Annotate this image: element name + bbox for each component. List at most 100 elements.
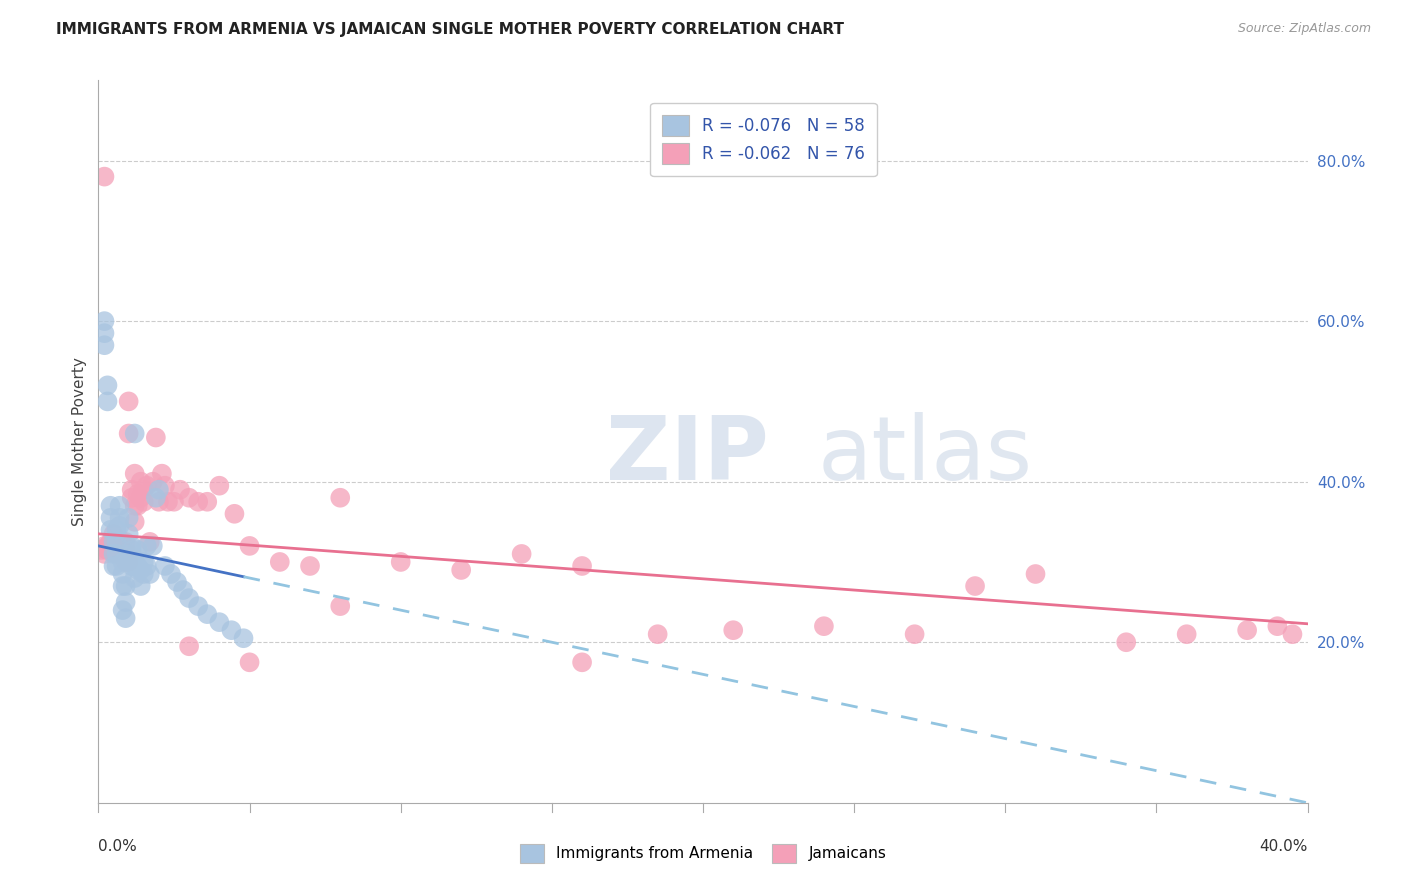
Point [127, 499, 149, 513]
Point [105, 547, 128, 561]
Point [187, 494, 209, 508]
Point [111, 542, 134, 557]
Point [135, 539, 157, 553]
Point [145, 491, 167, 505]
Point [179, 639, 201, 653]
Point [142, 475, 165, 489]
Point [571, 558, 593, 574]
Point [208, 615, 231, 630]
Point [329, 491, 352, 505]
Point [103, 539, 125, 553]
Point [124, 426, 146, 441]
Point [224, 507, 246, 521]
Point [103, 542, 125, 557]
Point [129, 491, 152, 505]
Point [96, 542, 118, 557]
Point [105, 523, 128, 537]
Point [1115, 635, 1137, 649]
Point [813, 619, 835, 633]
Point [103, 547, 125, 561]
Point [965, 579, 987, 593]
Y-axis label: Single Mother Poverty: Single Mother Poverty [72, 357, 87, 526]
Point [389, 555, 412, 569]
Point [232, 632, 254, 646]
Point [124, 515, 146, 529]
Point [100, 534, 122, 549]
Point [103, 526, 125, 541]
Point [121, 483, 143, 497]
Point [111, 579, 134, 593]
Point [150, 467, 173, 481]
Point [904, 627, 927, 641]
Point [111, 555, 134, 569]
Point [1175, 627, 1198, 641]
Point [114, 534, 136, 549]
Point [153, 478, 176, 492]
Point [100, 510, 122, 524]
Point [145, 430, 167, 444]
Point [132, 555, 155, 569]
Text: 0.0%: 0.0% [98, 838, 138, 854]
Point [132, 567, 155, 582]
Point [108, 542, 131, 557]
Point [118, 426, 141, 441]
Point [105, 558, 128, 574]
Point [111, 547, 134, 561]
Point [163, 494, 186, 508]
Point [156, 494, 179, 508]
Point [153, 558, 176, 574]
Point [103, 534, 125, 549]
Point [1281, 627, 1303, 641]
Point [114, 542, 136, 557]
Point [124, 467, 146, 481]
Point [195, 494, 218, 508]
Point [96, 542, 118, 557]
Point [148, 483, 170, 497]
Point [239, 655, 262, 669]
Point [135, 478, 157, 492]
Point [1236, 623, 1258, 637]
Point [139, 567, 162, 582]
Point [132, 494, 155, 508]
Text: 40.0%: 40.0% [1260, 838, 1308, 854]
Point [135, 558, 157, 574]
Point [121, 558, 143, 574]
Point [121, 539, 143, 553]
Point [124, 555, 146, 569]
Point [93, 169, 115, 184]
Point [148, 494, 170, 508]
Point [166, 574, 188, 589]
Point [96, 394, 118, 409]
Text: Source: ZipAtlas.com: Source: ZipAtlas.com [1237, 22, 1371, 36]
Point [127, 542, 149, 557]
Point [96, 539, 118, 553]
Point [179, 591, 201, 605]
Point [127, 558, 149, 574]
Point [160, 567, 183, 582]
Point [208, 478, 231, 492]
Point [139, 534, 162, 549]
Point [100, 542, 122, 557]
Point [1267, 619, 1289, 633]
Point [105, 542, 128, 557]
Point [142, 539, 165, 553]
Legend: Immigrants from Armenia, Jamaicans: Immigrants from Armenia, Jamaicans [508, 831, 898, 875]
Point [121, 491, 143, 505]
Point [187, 599, 209, 614]
Point [108, 539, 131, 553]
Point [129, 563, 152, 577]
Point [121, 542, 143, 557]
Text: atlas: atlas [818, 412, 1033, 500]
Point [108, 510, 131, 524]
Point [111, 534, 134, 549]
Point [269, 555, 291, 569]
Point [93, 338, 115, 352]
Point [96, 378, 118, 392]
Point [114, 611, 136, 625]
Text: IMMIGRANTS FROM ARMENIA VS JAMAICAN SINGLE MOTHER POVERTY CORRELATION CHART: IMMIGRANTS FROM ARMENIA VS JAMAICAN SING… [56, 22, 844, 37]
Point [172, 583, 194, 598]
Point [108, 547, 131, 561]
Point [132, 483, 155, 497]
Point [114, 555, 136, 569]
Legend: R = -0.076   N = 58, R = -0.062   N = 76: R = -0.076 N = 58, R = -0.062 N = 76 [651, 103, 876, 176]
